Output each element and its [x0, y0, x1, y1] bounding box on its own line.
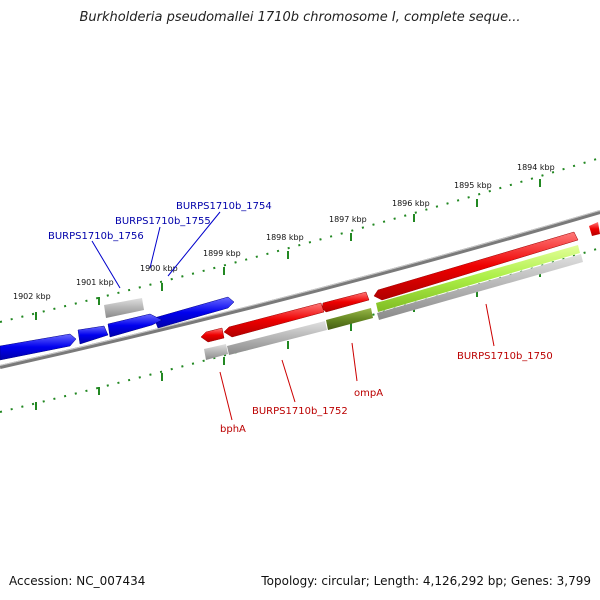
- leader-ompA: [351, 342, 358, 382]
- scale-label-1897: 1897 kbp: [329, 215, 367, 224]
- label-burps-1750[interactable]: BURPS1710b_1750: [457, 351, 553, 362]
- gene-burps-1756[interactable]: [77, 325, 109, 345]
- scale-label-1894: 1894 kbp: [517, 163, 555, 172]
- scale-label-1895: 1895 kbp: [454, 181, 492, 190]
- gene-burps-1750-mrna: [377, 254, 583, 320]
- scale-upper-track: [0, 157, 600, 323]
- leader-1755: [149, 226, 161, 269]
- map-title: Burkholderia pseudomallei 1710b chromoso…: [79, 10, 521, 25]
- leader-1754: [167, 211, 221, 277]
- scale-label-1902: 1902 kbp: [13, 292, 51, 301]
- gene-burps-1755-pseudo: [104, 298, 144, 318]
- gene-burps-1752-cds: [227, 321, 327, 355]
- gene-burps-1750-cds[interactable]: [376, 245, 580, 312]
- gene-burps-1750[interactable]: [373, 222, 600, 301]
- gene-bphA[interactable]: [200, 327, 225, 343]
- gene-ompA[interactable]: [321, 291, 370, 313]
- gene-burps-1754[interactable]: [153, 296, 235, 329]
- accession-text: Accession: NC_007434: [9, 574, 146, 588]
- leader-1750: [485, 303, 495, 347]
- gene-left-blue[interactable]: [0, 333, 77, 361]
- gene-bphA-cds: [204, 344, 228, 360]
- scale-major-ticks: [35, 179, 541, 320]
- label-burps-1755[interactable]: BURPS1710b_1755: [115, 216, 211, 227]
- gene-burps-1755[interactable]: [107, 313, 163, 338]
- scale-label-1898: 1898 kbp: [266, 233, 304, 242]
- leader-1752: [281, 359, 296, 403]
- gene-ompA-cds[interactable]: [326, 308, 373, 330]
- label-ompA[interactable]: ompA: [354, 388, 383, 399]
- chromosome-backbone: [0, 210, 600, 369]
- scale-label-1901: 1901 kbp: [76, 278, 114, 287]
- gene-burps-1752[interactable]: [223, 302, 325, 338]
- leader-1756: [91, 240, 121, 289]
- label-bphA[interactable]: bphA: [220, 424, 246, 435]
- scale-label-1899: 1899 kbp: [203, 249, 241, 258]
- label-burps-1756[interactable]: BURPS1710b_1756: [48, 231, 144, 242]
- genome-summary-text: Topology: circular; Length: 4,126,292 bp…: [261, 574, 591, 588]
- scale-label-1900: 1900 kbp: [140, 264, 178, 273]
- leader-bphA: [219, 371, 233, 421]
- label-burps-1752[interactable]: BURPS1710b_1752: [252, 406, 348, 417]
- scale-label-1896: 1896 kbp: [392, 199, 430, 208]
- label-burps-1754[interactable]: BURPS1710b_1754: [176, 201, 272, 212]
